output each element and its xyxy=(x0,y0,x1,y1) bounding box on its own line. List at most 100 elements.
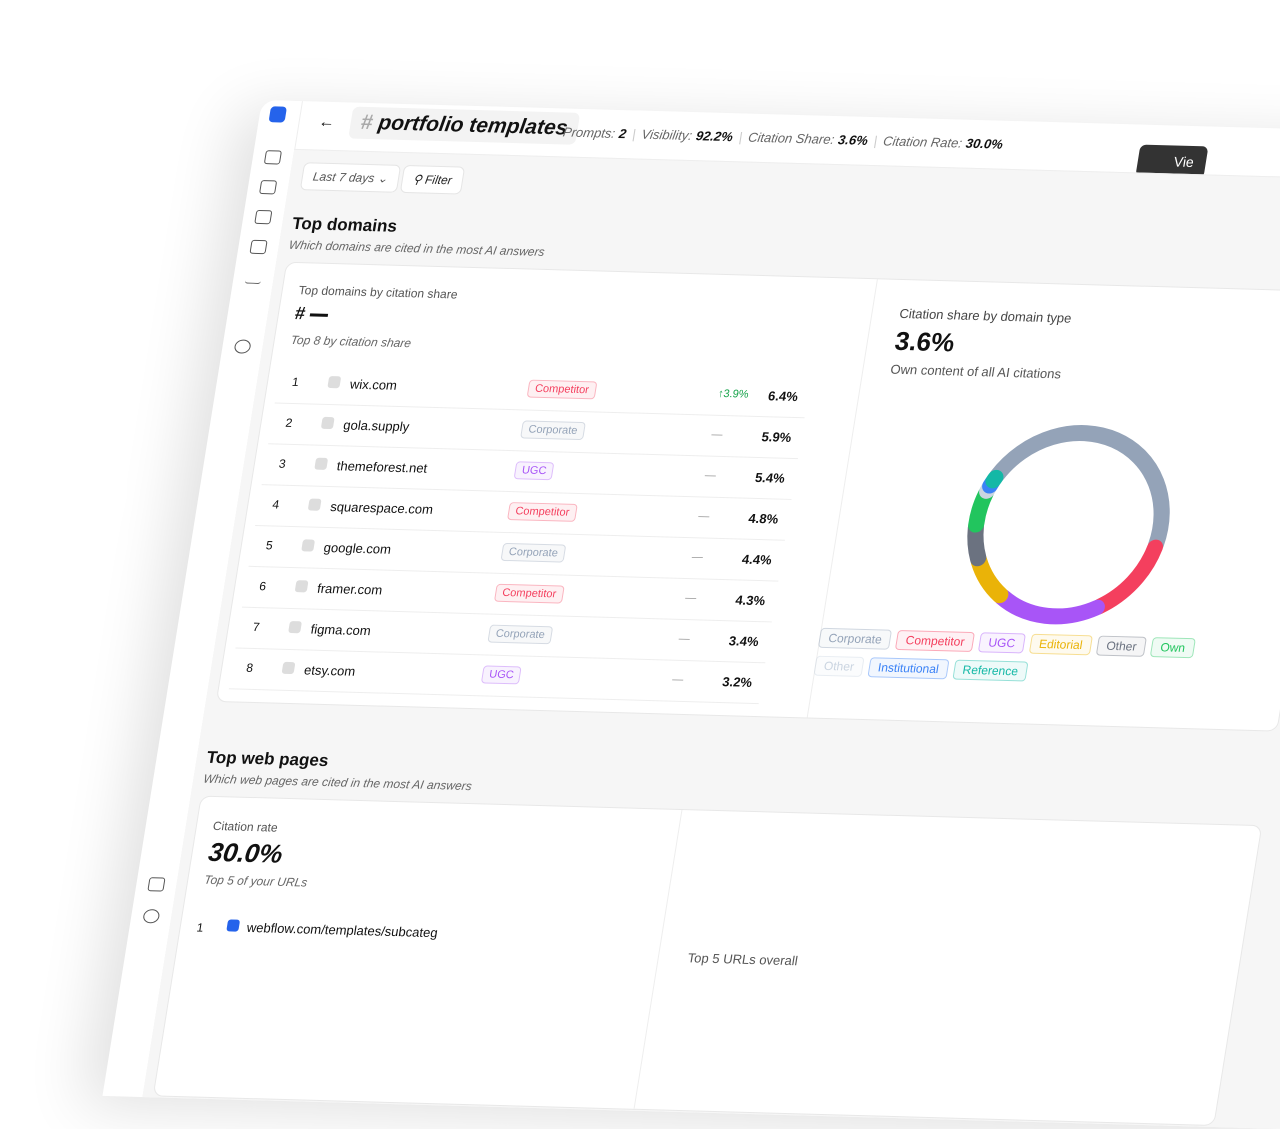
rank: 7 xyxy=(251,619,261,635)
change: — xyxy=(671,673,685,686)
url-rank: 1 xyxy=(195,920,205,935)
change: — xyxy=(677,632,691,646)
separator: | xyxy=(737,129,744,145)
page: ← # portfolio templates Prompts: 2 | Visibil… xyxy=(102,100,1280,1129)
nav-icon[interactable] xyxy=(233,339,252,354)
content: Last 7 days ⌄ ⚲ Filter Top domains Which… xyxy=(142,148,1280,1129)
pages-left: Citation rate 30.0% Top 5 of your URLs 1… xyxy=(153,796,683,1109)
type-badge: Competitor xyxy=(506,502,578,522)
stat-label: Citation Rate: xyxy=(882,133,964,151)
rank: 8 xyxy=(245,660,255,675)
rank: 3 xyxy=(277,456,287,471)
domains-table: Top domains by citation share # Top 8 by… xyxy=(216,262,878,718)
change: — xyxy=(710,428,724,441)
page-title: # portfolio templates xyxy=(348,106,580,145)
donut-chart xyxy=(967,425,1175,625)
stat-label: Citation Share: xyxy=(747,129,836,147)
change: — xyxy=(697,510,711,523)
share: 3.2% xyxy=(721,674,754,690)
change: — xyxy=(690,551,704,564)
overall-title: Top 5 URLs overall xyxy=(686,950,799,969)
rank: 6 xyxy=(258,579,268,594)
share: 3.4% xyxy=(727,633,760,650)
share: 4.8% xyxy=(747,510,780,527)
metric-value: 30.0% xyxy=(206,836,285,869)
legend-item: Own xyxy=(1149,637,1196,659)
nav-icon[interactable] xyxy=(142,909,161,924)
stat-value: 2 xyxy=(617,126,628,142)
top-pages-section: Top web pages Which web pages are cited … xyxy=(152,747,1280,1126)
rank: 4 xyxy=(271,497,281,512)
legend: Corporate Competitor UGC Editorial Other OwnO… xyxy=(812,627,1241,695)
legend-item: UGC xyxy=(977,632,1026,654)
chart-title: Citation share by domain type xyxy=(898,305,1073,326)
legend-item: Corporate xyxy=(817,627,893,650)
share: 4.3% xyxy=(734,592,767,609)
nav-icon[interactable] xyxy=(249,239,268,255)
nav-icon[interactable] xyxy=(147,877,166,892)
metric-dash xyxy=(309,313,329,317)
domain: figma.com xyxy=(309,621,372,639)
separator: | xyxy=(872,133,879,149)
section-title: Top web pages xyxy=(205,747,330,771)
legend-item: Other xyxy=(813,655,865,677)
stat-label: Visibility: xyxy=(640,126,694,143)
rank: 2 xyxy=(284,415,294,430)
domain: etsy.com xyxy=(303,662,357,679)
donut-segment[interactable] xyxy=(994,588,1105,625)
date-range[interactable]: Last 7 days ⌄ xyxy=(299,162,401,193)
favicon xyxy=(327,375,342,389)
back-button[interactable]: ← xyxy=(317,113,337,132)
section-subtitle: Which domains are cited in the most AI a… xyxy=(287,237,546,259)
rank: 5 xyxy=(264,538,274,553)
title-text: portfolio templates xyxy=(376,111,570,140)
legend-item: Reference xyxy=(952,659,1029,682)
legend-item: Other xyxy=(1095,635,1148,657)
section-title: Top domains xyxy=(290,213,399,236)
nav-icon[interactable] xyxy=(254,209,273,225)
stat-value: 30.0% xyxy=(964,135,1005,152)
table-title: Top domains by citation share xyxy=(297,283,459,302)
type-badge: Corporate xyxy=(520,420,586,441)
favicon xyxy=(294,580,309,593)
favicon xyxy=(281,661,296,675)
change: — xyxy=(684,592,698,605)
donut-segment[interactable] xyxy=(987,425,1175,553)
legend-item: Editorial xyxy=(1028,633,1094,656)
favicon xyxy=(314,457,329,470)
donut-segment[interactable] xyxy=(1091,539,1164,615)
metric: # xyxy=(293,303,329,325)
rank: 1 xyxy=(291,374,300,390)
filter-button[interactable]: ⚲ Filter xyxy=(399,164,465,195)
domain: gola.supply xyxy=(342,417,411,435)
domains-card: Top domains by citation share # Top 8 by… xyxy=(215,261,1280,732)
section-subtitle: Which web pages are cited in the most AI… xyxy=(202,771,473,794)
share: 5.4% xyxy=(753,469,786,486)
table-caption: Top 8 by citation share xyxy=(289,332,413,351)
type-badge: Corporate xyxy=(500,542,567,563)
donut-segment[interactable] xyxy=(985,469,1004,489)
stats: Prompts: 2 | Visibility: 92.2% | Citation Shar… xyxy=(562,124,1010,151)
nav-icon[interactable] xyxy=(259,180,278,195)
type-badge: UGC xyxy=(480,665,523,685)
filter-text: Filter xyxy=(423,172,453,188)
url[interactable]: webflow.com/templates/subcateg xyxy=(245,919,439,941)
metric-text: # xyxy=(293,303,307,324)
domain: squarespace.com xyxy=(329,499,435,517)
app-window: ← # portfolio templates Prompts: 2 | Visibil… xyxy=(102,100,1280,1129)
legend-item: Competitor xyxy=(895,629,976,653)
share: 5.9% xyxy=(760,429,793,445)
pages-card: Citation rate 30.0% Top 5 of your URLs 1… xyxy=(152,795,1263,1126)
logo[interactable] xyxy=(268,106,288,123)
domain: google.com xyxy=(322,539,393,557)
favicon xyxy=(226,919,241,932)
type-badge: Corporate xyxy=(487,624,554,645)
nav-icon[interactable] xyxy=(244,269,263,285)
nav-icon[interactable] xyxy=(263,150,283,165)
stat-value: 92.2% xyxy=(694,128,735,145)
top-domains-section: Top domains Which domains are cited in t… xyxy=(215,213,1280,732)
type-badge: Competitor xyxy=(493,583,565,604)
type-badge: UGC xyxy=(513,461,555,481)
donut-panel: Citation share by domain type 3.6% Own c… xyxy=(807,279,1280,730)
metric-label: Citation rate xyxy=(211,818,279,835)
